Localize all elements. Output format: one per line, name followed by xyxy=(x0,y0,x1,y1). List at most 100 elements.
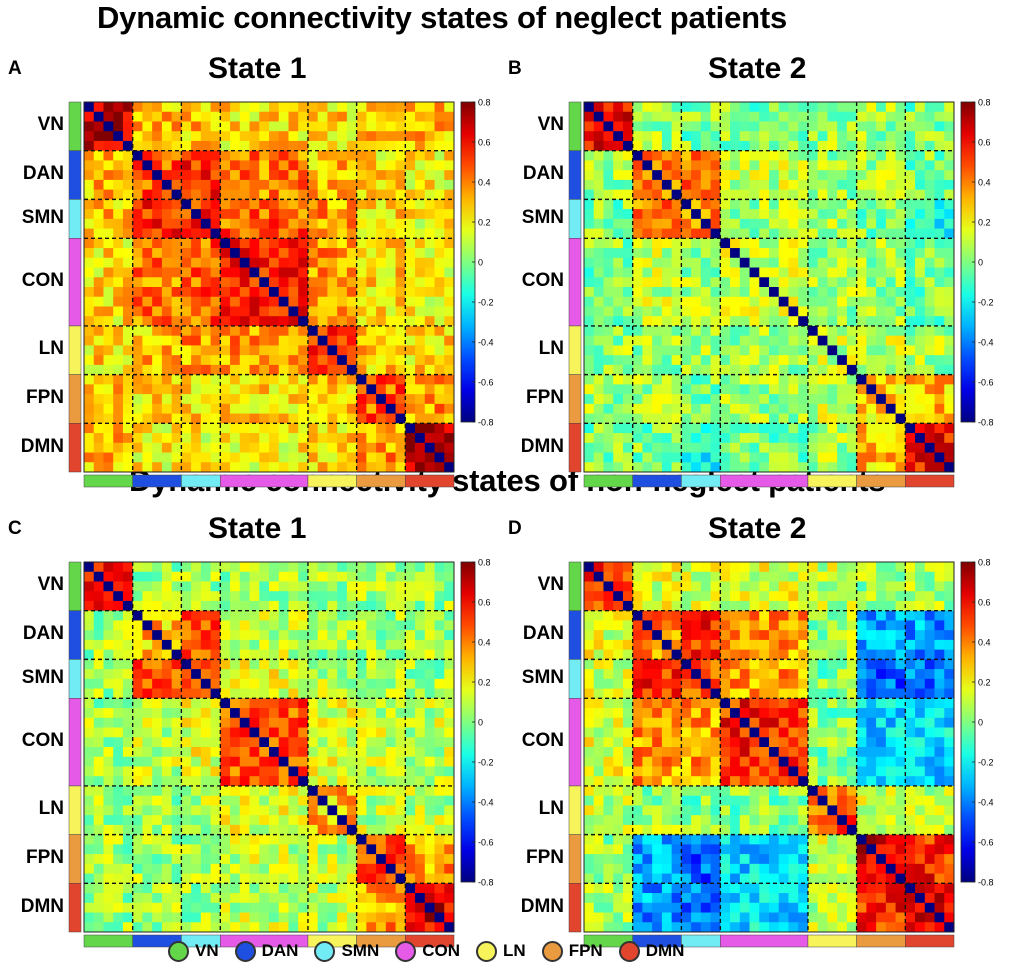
matrix-cell xyxy=(239,345,250,356)
matrix-cell xyxy=(759,639,770,651)
matrix-cell xyxy=(415,199,426,210)
matrix-cell xyxy=(307,374,319,385)
matrix-cell xyxy=(171,364,182,376)
matrix-cell xyxy=(934,610,945,621)
matrix-cell xyxy=(434,591,445,602)
matrix-cell xyxy=(142,413,153,424)
matrix-cell xyxy=(327,912,338,923)
matrix-cell xyxy=(415,863,426,874)
matrix-cell xyxy=(720,287,731,298)
matrix-cell xyxy=(915,600,926,612)
matrix-cell xyxy=(661,228,673,239)
matrix-cell xyxy=(356,727,367,738)
matrix-cell xyxy=(415,922,426,933)
matrix-cell xyxy=(817,209,828,220)
matrix-cell xyxy=(84,737,95,748)
matrix-cell xyxy=(317,669,328,680)
matrix-cell xyxy=(613,335,624,346)
matrix-cell xyxy=(249,121,260,132)
matrix-cell xyxy=(924,659,935,670)
matrix-cell xyxy=(905,442,916,453)
matrix-cell xyxy=(924,462,935,473)
matrix-cell xyxy=(103,170,114,181)
matrix-cell xyxy=(93,403,104,414)
matrix-cell xyxy=(759,433,770,444)
matrix-cell xyxy=(434,883,445,894)
matrix-cell xyxy=(827,238,838,249)
matrix-cell xyxy=(288,600,299,612)
matrix-cell xyxy=(317,737,328,748)
matrix-cell xyxy=(346,316,358,327)
matrix-cell xyxy=(905,669,916,680)
matrix-cell xyxy=(317,854,328,865)
matrix-cell xyxy=(376,209,387,220)
matrix-cell xyxy=(700,189,711,200)
matrix-cell xyxy=(846,228,858,239)
matrix-cell xyxy=(171,287,182,298)
matrix-cell xyxy=(259,179,270,191)
matrix-cell xyxy=(622,170,634,181)
matrix-cell xyxy=(152,863,163,874)
matrix-cell xyxy=(924,394,935,405)
matrix-cell xyxy=(191,150,202,161)
matrix-cell xyxy=(613,179,624,191)
matrix-cell xyxy=(710,140,721,152)
matrix-cell xyxy=(395,737,406,748)
matrix-cell xyxy=(220,863,231,874)
matrix-cell xyxy=(288,756,299,767)
matrix-cell xyxy=(681,659,692,670)
matrix-cell xyxy=(298,747,309,758)
matrix-cell xyxy=(895,364,906,376)
matrix-cell xyxy=(210,355,221,366)
matrix-cell xyxy=(239,922,250,933)
matrix-cell xyxy=(161,756,173,767)
matrix-cell xyxy=(632,325,643,337)
matrix-cell xyxy=(700,121,711,132)
matrix-cell xyxy=(366,384,377,395)
matrix-cell xyxy=(356,335,367,346)
matrix-cell xyxy=(424,131,435,142)
matrix-cell xyxy=(161,883,173,894)
matrix-cell xyxy=(749,639,760,651)
matrix-cell xyxy=(259,364,270,376)
matrix-cell xyxy=(171,228,182,239)
matrix-cell xyxy=(681,669,692,680)
matrix-cell xyxy=(327,199,338,210)
matrix-cell xyxy=(327,160,338,171)
matrix-cell xyxy=(337,325,348,337)
matrix-cell xyxy=(385,581,396,592)
matrix-cell xyxy=(856,630,867,641)
matrix-cell xyxy=(584,442,595,453)
matrix-cell xyxy=(210,581,221,592)
matrix-cell xyxy=(720,140,731,152)
matrix-cell xyxy=(885,267,896,278)
matrix-cell xyxy=(759,209,770,220)
matrix-cell xyxy=(444,902,455,913)
matrix-cell xyxy=(885,111,896,122)
matrix-cell xyxy=(103,571,114,582)
matrix-cell xyxy=(671,442,682,453)
matrix-cell xyxy=(366,815,377,826)
matrix-cell xyxy=(210,854,221,865)
matrix-cell xyxy=(239,121,250,132)
matrix-cell xyxy=(171,374,182,385)
matrix-cell xyxy=(817,649,828,660)
matrix-cell xyxy=(84,374,95,385)
matrix-cell xyxy=(584,228,595,239)
matrix-cell xyxy=(356,111,367,122)
matrix-cell xyxy=(191,325,202,337)
matrix-cell xyxy=(395,834,406,845)
matrix-cell xyxy=(846,384,858,395)
matrix-cell xyxy=(181,121,192,132)
matrix-cell xyxy=(905,257,916,268)
matrix-cell xyxy=(298,815,309,826)
matrix-cell xyxy=(317,199,328,210)
matrix-cell xyxy=(142,737,153,748)
matrix-cell xyxy=(181,199,192,210)
matrix-cell xyxy=(788,649,799,660)
matrix-cell xyxy=(132,805,143,816)
matrix-cell xyxy=(584,257,595,268)
matrix-cell xyxy=(337,610,348,621)
matrix-cell xyxy=(613,316,624,327)
matrix-cell xyxy=(93,238,104,249)
